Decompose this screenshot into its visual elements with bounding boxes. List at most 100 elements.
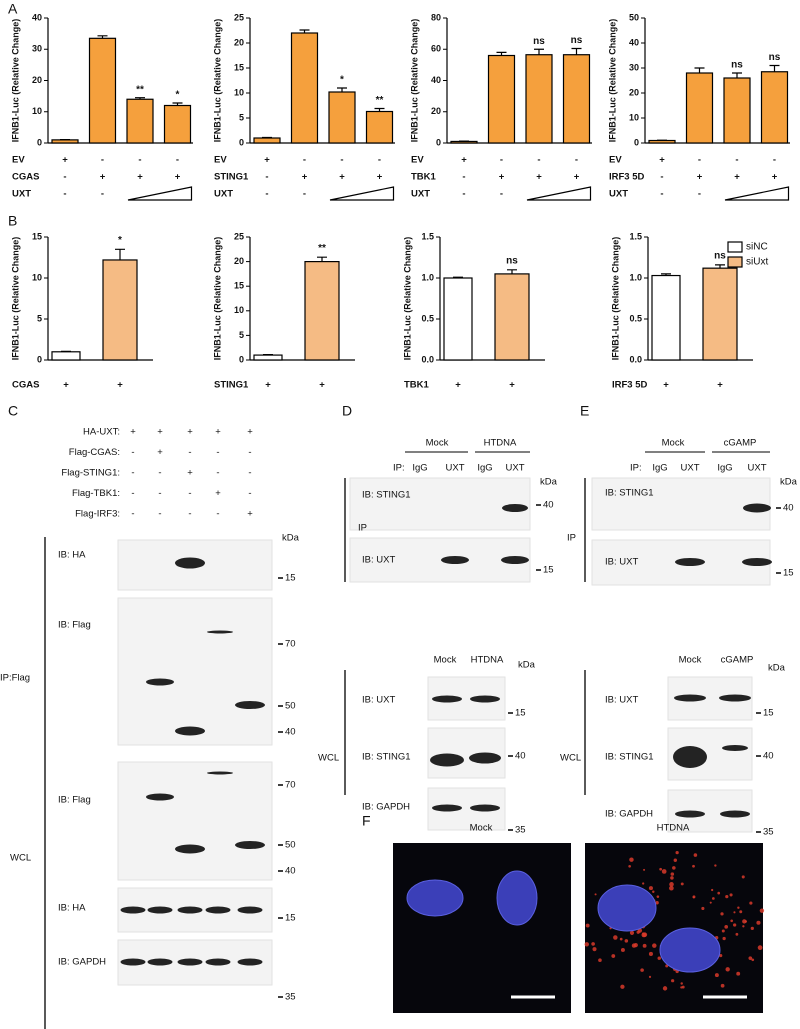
marker-label: 40	[783, 503, 794, 514]
condition-mark: +	[536, 172, 542, 183]
ip-row-label: IP:	[393, 463, 405, 474]
puncta	[672, 866, 676, 870]
y-tick-label: 0	[239, 354, 244, 364]
condition-label: STING1	[214, 172, 249, 183]
bar	[328, 91, 356, 144]
group-label: HTDNA	[484, 438, 517, 449]
puncta	[721, 929, 725, 933]
legend-swatch	[727, 241, 743, 253]
significance: ns	[769, 52, 781, 63]
puncta	[751, 958, 755, 962]
error-bar	[661, 273, 671, 276]
puncta	[636, 930, 640, 934]
condition-mark: -	[462, 189, 465, 200]
error-bar	[317, 256, 327, 262]
puncta	[628, 864, 631, 868]
y-tick-label: 1.0	[629, 272, 642, 282]
band	[722, 745, 748, 751]
condition-mark: -	[378, 155, 381, 166]
blot	[427, 727, 506, 779]
puncta	[709, 901, 712, 904]
puncta	[661, 869, 667, 874]
condition-mark: +	[63, 380, 69, 391]
condition-mark: +	[247, 427, 253, 438]
y-tick-label: 80	[431, 12, 441, 22]
y-axis-label: IFNB1-Luc (Relative Change)	[212, 19, 222, 143]
band	[673, 746, 707, 768]
puncta	[598, 958, 602, 963]
puncta	[741, 875, 745, 879]
marker-label: 35	[515, 825, 526, 836]
y-tick-label: 5	[37, 313, 42, 323]
y-axis-label: IFNB1-Luc (Relative Change)	[10, 237, 20, 361]
condition-mark: +	[574, 172, 580, 183]
condition-mark: -	[131, 447, 134, 458]
band	[470, 695, 500, 703]
condition-mark: -	[63, 189, 66, 200]
y-tick-label: 60	[431, 44, 441, 54]
puncta	[737, 906, 740, 909]
lane-label: IgG	[477, 463, 492, 474]
significance: ns	[571, 35, 583, 46]
error-bar	[374, 107, 385, 112]
bar	[88, 37, 117, 144]
puncta	[642, 882, 645, 885]
puncta	[693, 853, 698, 857]
condition-mark: -	[101, 189, 104, 200]
band	[175, 726, 205, 736]
blot-label: IB: Flag	[58, 620, 91, 631]
puncta	[584, 942, 590, 947]
image-title: Mock	[470, 823, 493, 834]
section-label: IP:Flag	[0, 673, 30, 684]
error-bar	[262, 136, 272, 139]
puncta	[749, 901, 753, 905]
band	[146, 793, 174, 801]
band	[502, 504, 528, 512]
panel-label: B	[8, 213, 17, 229]
condition-mark: -	[63, 172, 66, 183]
condition-mark: -	[660, 189, 663, 200]
group-label: cGAMP	[721, 655, 754, 666]
significance: **	[318, 243, 326, 254]
significance: *	[118, 235, 122, 246]
y-tick-label: 1.5	[421, 231, 434, 241]
y-tick-label: 0.5	[629, 313, 642, 323]
puncta	[750, 926, 754, 930]
marker-label: 40	[543, 500, 554, 511]
significance: ns	[714, 251, 726, 262]
condition-mark: +	[264, 155, 270, 166]
band	[441, 556, 469, 564]
puncta	[643, 868, 646, 871]
condition-mark: +	[130, 427, 136, 438]
puncta	[594, 893, 597, 896]
marker-label: 50	[285, 701, 296, 712]
puncta	[673, 858, 678, 862]
significance: ns	[731, 60, 743, 71]
condition-mark: -	[131, 488, 134, 499]
condition-label: UXT	[214, 189, 233, 200]
band	[147, 906, 173, 914]
puncta	[712, 897, 715, 900]
condition-mark: +	[157, 447, 163, 458]
y-tick-label: 20	[234, 37, 244, 47]
condition-mark: +	[499, 172, 505, 183]
band	[120, 958, 146, 966]
bar	[702, 267, 738, 361]
band	[177, 906, 203, 914]
significance: ns	[506, 255, 518, 266]
condition-mark: -	[698, 155, 701, 166]
condition-mark: +	[717, 380, 723, 391]
condition-label: TBK1	[404, 380, 430, 391]
y-tick-label: 1.0	[421, 272, 434, 282]
bar	[51, 351, 81, 361]
bar	[51, 139, 79, 144]
blot	[591, 477, 771, 531]
band	[743, 503, 771, 513]
puncta	[592, 947, 597, 952]
blot-label: IB: Flag	[58, 795, 91, 806]
bar	[760, 71, 789, 144]
puncta	[720, 912, 724, 916]
bar	[648, 139, 676, 144]
puncta	[670, 876, 674, 880]
condition-mark: +	[663, 380, 669, 391]
